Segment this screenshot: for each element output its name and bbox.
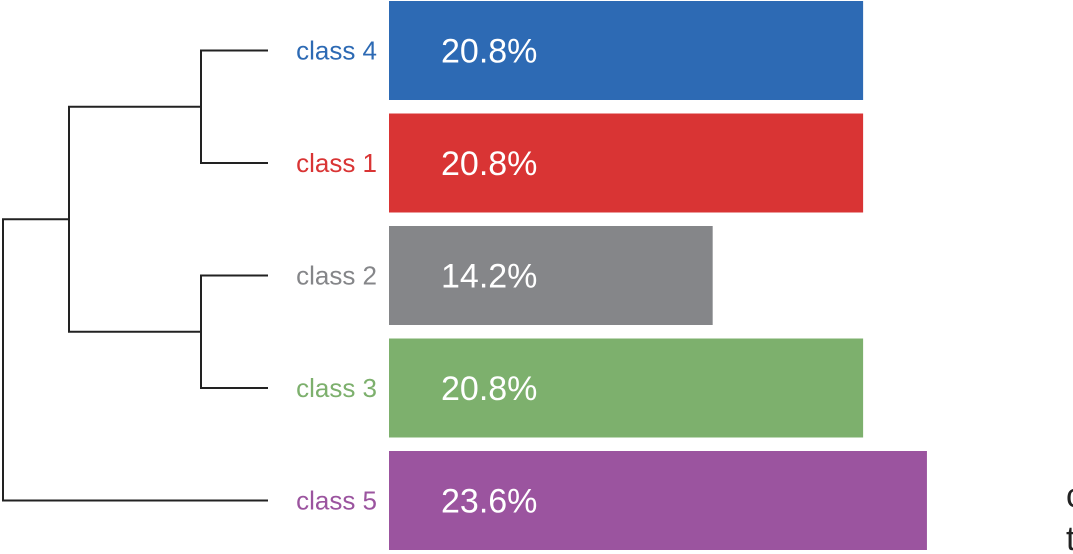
- bar-group: 20.8% 20.8% 14.2% 20.8% 23.6%: [389, 1, 927, 550]
- value-label-class-4: 20.8%: [441, 33, 537, 71]
- value-label-class-2: 14.2%: [441, 258, 537, 296]
- class-label-class-1: class 1: [296, 148, 377, 178]
- class-label-class-2: class 2: [296, 261, 377, 291]
- bar-class-3: [389, 338, 864, 438]
- class-label-class-4: class 4: [296, 36, 377, 66]
- bar-class-5: [389, 451, 927, 550]
- tree-branch-class-2-class-3: [200, 274, 268, 389]
- tree-branch-upper-merge: [68, 105, 201, 333]
- dendrogram-tree: [2, 49, 268, 502]
- class-label-group: class 4 class 1 class 2 class 3 class 5: [296, 36, 377, 516]
- bar-class-1: [389, 113, 864, 213]
- bar-class-4: [389, 1, 864, 100]
- value-label-class-1: 20.8%: [441, 145, 537, 183]
- value-label-class-5: 23.6%: [441, 483, 537, 521]
- edge-text-1: c: [1066, 477, 1073, 515]
- class-label-class-3: class 3: [296, 373, 377, 403]
- tree-branch-root: [2, 218, 268, 502]
- class-label-class-5: class 5: [296, 486, 377, 516]
- tree-branch-class-4-class-1: [200, 49, 268, 164]
- value-label-class-3: 20.8%: [441, 370, 537, 408]
- bar-class-2: [389, 226, 713, 325]
- edge-text-2: t: [1066, 520, 1073, 554]
